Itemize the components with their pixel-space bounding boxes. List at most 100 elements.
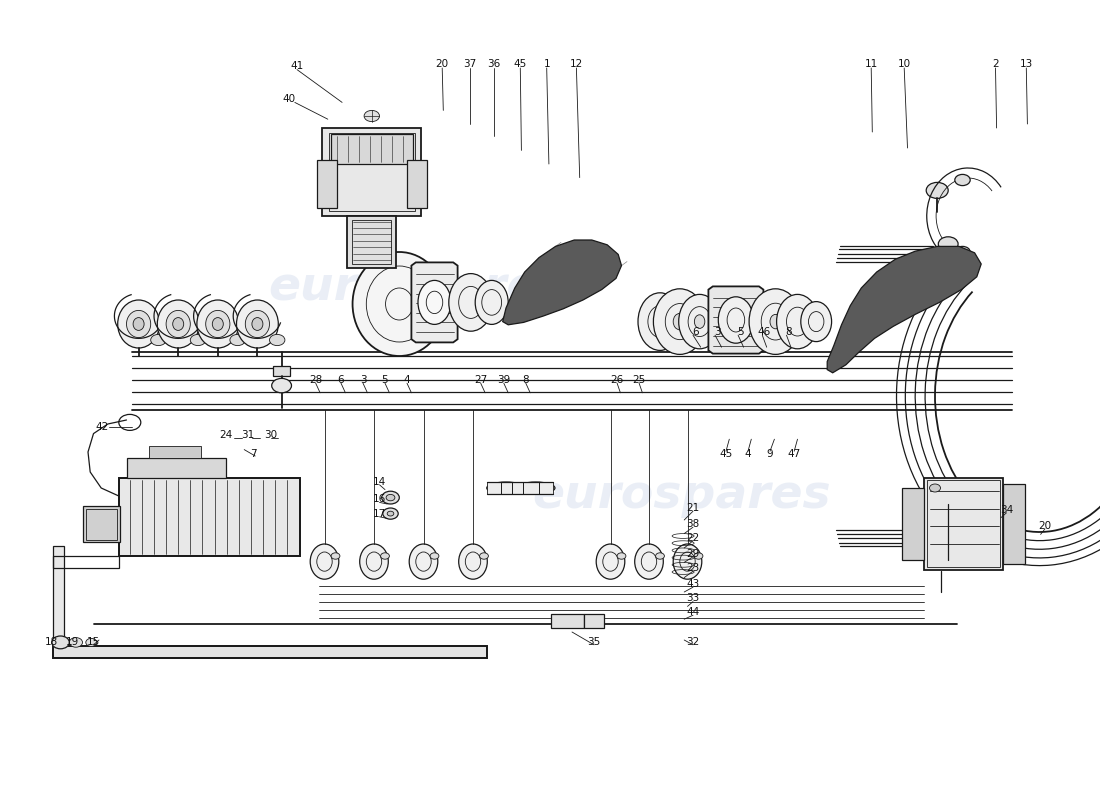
Text: 35: 35 — [587, 637, 601, 646]
Text: 26: 26 — [610, 375, 624, 385]
Circle shape — [480, 553, 488, 559]
Ellipse shape — [252, 318, 263, 330]
Circle shape — [938, 237, 958, 251]
Text: 44: 44 — [686, 607, 700, 617]
Ellipse shape — [352, 252, 447, 356]
Text: 45: 45 — [719, 450, 733, 459]
Text: 31: 31 — [241, 430, 254, 440]
Text: 36: 36 — [487, 59, 500, 69]
Circle shape — [617, 553, 626, 559]
Ellipse shape — [409, 544, 438, 579]
Ellipse shape — [718, 297, 754, 343]
Bar — [902, 488, 924, 560]
Circle shape — [382, 491, 399, 504]
Circle shape — [151, 334, 166, 346]
Text: 12: 12 — [570, 59, 583, 69]
Ellipse shape — [635, 544, 663, 579]
Bar — [1003, 484, 1025, 564]
Text: 23: 23 — [686, 563, 700, 573]
Bar — [53, 646, 487, 658]
Ellipse shape — [654, 314, 666, 329]
Bar — [551, 614, 584, 628]
Circle shape — [69, 638, 82, 647]
Polygon shape — [827, 246, 981, 373]
Ellipse shape — [157, 300, 199, 348]
Text: 3: 3 — [360, 375, 366, 385]
Text: 41: 41 — [290, 61, 304, 70]
Ellipse shape — [418, 280, 451, 325]
Text: 7: 7 — [250, 449, 256, 458]
Text: 43: 43 — [686, 579, 700, 589]
Text: 9: 9 — [767, 450, 773, 459]
Text: 47: 47 — [788, 450, 801, 459]
Polygon shape — [503, 240, 622, 325]
Circle shape — [930, 484, 940, 492]
Text: 8: 8 — [522, 375, 529, 385]
Circle shape — [955, 174, 970, 186]
Text: 25: 25 — [632, 375, 646, 385]
Text: 34: 34 — [1000, 505, 1013, 514]
Text: 29: 29 — [686, 549, 700, 558]
Text: 15: 15 — [87, 637, 100, 646]
Text: 3: 3 — [714, 327, 720, 337]
Text: 18: 18 — [45, 637, 58, 646]
Text: 32: 32 — [686, 637, 700, 646]
Circle shape — [86, 638, 97, 646]
Ellipse shape — [206, 310, 230, 338]
Circle shape — [387, 511, 394, 516]
Bar — [322, 128, 421, 216]
Circle shape — [430, 553, 439, 559]
Text: 16: 16 — [373, 494, 386, 504]
Bar — [927, 480, 1000, 567]
Text: 10: 10 — [898, 59, 911, 69]
Text: 1: 1 — [543, 59, 550, 69]
Text: 46: 46 — [758, 327, 771, 337]
Ellipse shape — [516, 482, 554, 494]
Ellipse shape — [694, 314, 705, 328]
Bar — [317, 160, 337, 208]
Ellipse shape — [126, 310, 151, 338]
Ellipse shape — [459, 544, 487, 579]
Text: 11: 11 — [865, 59, 878, 69]
Bar — [407, 160, 427, 208]
Bar — [53, 646, 487, 658]
Text: 17: 17 — [373, 509, 386, 518]
Bar — [352, 220, 390, 264]
Text: 19: 19 — [66, 637, 79, 646]
Text: 27: 27 — [474, 375, 487, 385]
Text: 20: 20 — [436, 59, 449, 69]
Ellipse shape — [486, 482, 526, 494]
Circle shape — [955, 246, 970, 258]
Bar — [53, 556, 119, 568]
Text: eurospares: eurospares — [532, 474, 832, 518]
Text: 45: 45 — [514, 59, 527, 69]
Ellipse shape — [770, 314, 781, 329]
Ellipse shape — [653, 289, 706, 354]
Ellipse shape — [673, 314, 686, 330]
Bar — [82, 506, 120, 542]
Ellipse shape — [449, 274, 493, 331]
Bar — [487, 482, 553, 494]
Circle shape — [364, 110, 380, 122]
Ellipse shape — [118, 300, 160, 348]
Polygon shape — [708, 286, 763, 354]
Text: 28: 28 — [309, 375, 322, 385]
Circle shape — [381, 553, 389, 559]
Text: 37: 37 — [463, 59, 476, 69]
Text: 42: 42 — [96, 422, 109, 432]
Text: 30: 30 — [264, 430, 277, 440]
Ellipse shape — [673, 544, 702, 579]
Text: 20: 20 — [1038, 521, 1052, 530]
Bar — [148, 446, 201, 458]
Circle shape — [926, 182, 948, 198]
Bar — [126, 458, 226, 478]
Text: 4: 4 — [404, 375, 410, 385]
Bar — [346, 216, 396, 268]
Text: 40: 40 — [283, 94, 296, 104]
Text: 14: 14 — [373, 477, 386, 486]
Ellipse shape — [638, 293, 682, 350]
Bar — [329, 133, 415, 211]
Ellipse shape — [801, 302, 832, 342]
Bar — [584, 614, 604, 628]
Circle shape — [272, 378, 292, 393]
